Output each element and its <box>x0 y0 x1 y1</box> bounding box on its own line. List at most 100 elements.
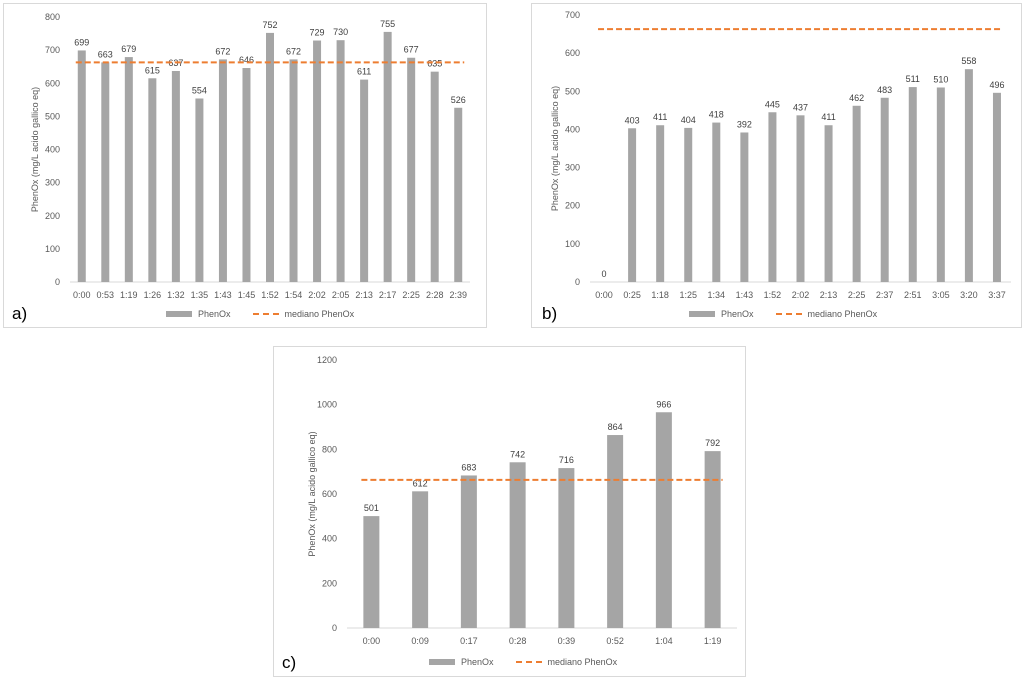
legend-item-median: mediano PhenOx <box>515 657 617 667</box>
y-tick-label: 400 <box>565 124 580 134</box>
x-tick-label: 2:51 <box>904 290 922 300</box>
data-label: 483 <box>877 85 892 95</box>
x-tick-label: 2:02 <box>792 290 810 300</box>
data-label: 792 <box>705 438 720 448</box>
bar <box>852 105 861 282</box>
bar <box>360 79 369 282</box>
y-axis-title: PhenOx (mg/L acido gallico eq) <box>550 86 560 211</box>
bar <box>336 40 345 282</box>
y-tick-label: 200 <box>322 578 337 588</box>
legend-bar-swatch <box>429 659 455 665</box>
y-tick-label: 800 <box>322 444 337 454</box>
data-label: 501 <box>364 503 379 513</box>
chart-a-legend: PhenOx mediano PhenOx <box>166 309 376 319</box>
bar <box>383 31 392 282</box>
data-label: 445 <box>765 99 780 109</box>
y-tick-label: 500 <box>565 86 580 96</box>
data-label: 672 <box>286 46 301 56</box>
data-label: 510 <box>933 74 948 84</box>
bar <box>148 78 157 282</box>
y-tick-label: 400 <box>45 145 60 155</box>
x-tick-label: 1:25 <box>679 290 697 300</box>
data-label: 611 <box>357 67 371 77</box>
y-tick-label: 600 <box>322 489 337 499</box>
x-tick-label: 1:18 <box>651 290 669 300</box>
data-label: 635 <box>427 59 442 69</box>
chart-panel-a: 0 100 200 300 400 500 600 700 800 PhenOx (mg/L ac… <box>3 3 487 328</box>
bar <box>908 87 917 282</box>
x-tick-label: 1:04 <box>655 636 673 646</box>
data-label: 411 <box>821 112 835 122</box>
legend-item-median: mediano PhenOx <box>775 309 878 319</box>
y-tick-label: 1200 <box>317 355 337 365</box>
x-tick-label: 1:26 <box>144 290 162 300</box>
x-tick-label: 1:45 <box>238 290 256 300</box>
data-label: 683 <box>461 462 476 472</box>
panel-label-a: a) <box>12 304 28 323</box>
chart-c-plot: 0 200 400 600 800 1000 1200 PhenOx (mg/L acido … <box>307 355 737 646</box>
data-label: 403 <box>625 115 640 125</box>
bar <box>684 127 693 282</box>
panel-label-c: c) <box>282 653 297 672</box>
x-tick-label: 2:25 <box>402 290 420 300</box>
bar <box>430 71 439 282</box>
y-tick-label: 800 <box>45 12 60 22</box>
x-tick-label: 1:52 <box>764 290 782 300</box>
x-tick-label: 2:25 <box>848 290 866 300</box>
x-tick-label: 0:00 <box>595 290 613 300</box>
data-label: 755 <box>380 19 395 29</box>
data-label: 0 <box>602 269 607 279</box>
x-tick-label: 3:37 <box>988 290 1006 300</box>
chart-panel-c: 0 200 400 600 800 1000 1200 PhenOx (mg/L acido … <box>273 346 746 677</box>
x-tick-label: 0:39 <box>558 636 576 646</box>
y-axis-title: PhenOx (mg/L acido gallico eq) <box>307 431 317 556</box>
bar <box>607 435 624 628</box>
legend-item-median: mediano PhenOx <box>252 309 354 319</box>
bar <box>460 475 477 628</box>
x-tick-label: 2:39 <box>449 290 467 300</box>
x-tick-label: 0:00 <box>73 290 91 300</box>
bar <box>992 92 1001 282</box>
x-tick-label: 2:13 <box>355 290 373 300</box>
bar <box>558 468 575 628</box>
x-tick-label: 2:05 <box>332 290 350 300</box>
y-tick-label: 700 <box>45 45 60 55</box>
bar <box>712 122 721 282</box>
legend-item-phenox: PhenOx <box>429 657 494 667</box>
data-label: 716 <box>559 455 574 465</box>
legend-label-median: mediano PhenOx <box>807 309 878 319</box>
y-tick-label: 700 <box>565 10 580 20</box>
data-label: 752 <box>262 20 277 30</box>
x-tick-label: 1:32 <box>167 290 185 300</box>
legend-bar-swatch <box>689 311 715 317</box>
y-tick-label: 600 <box>45 78 60 88</box>
y-tick-label: 500 <box>45 111 60 121</box>
x-tick-label: 1:52 <box>261 290 279 300</box>
y-tick-label: 300 <box>565 163 580 173</box>
bar <box>509 462 526 628</box>
x-tick-label: 2:28 <box>426 290 444 300</box>
x-tick-label: 0:00 <box>363 636 381 646</box>
y-tick-label: 600 <box>565 48 580 58</box>
x-tick-label: 1:35 <box>191 290 209 300</box>
bar <box>964 69 973 282</box>
data-label: 966 <box>656 399 671 409</box>
data-label: 663 <box>98 49 113 59</box>
data-label: 646 <box>239 55 254 65</box>
data-label: 437 <box>793 102 808 112</box>
bar <box>628 128 637 282</box>
x-tick-label: 1:43 <box>736 290 754 300</box>
bar <box>768 112 777 282</box>
chart-c-legend: PhenOx mediano PhenOx <box>429 657 639 667</box>
x-tick-label: 2:02 <box>308 290 326 300</box>
data-label: 462 <box>849 93 864 103</box>
x-tick-label: 1:54 <box>285 290 303 300</box>
data-label: 554 <box>192 85 207 95</box>
bar <box>740 132 749 282</box>
y-tick-label: 300 <box>45 178 60 188</box>
bar <box>407 57 416 283</box>
panel-label-b: b) <box>542 304 558 323</box>
data-label: 699 <box>74 37 89 47</box>
x-tick-label: 2:13 <box>820 290 838 300</box>
legend-line-swatch <box>252 313 279 315</box>
